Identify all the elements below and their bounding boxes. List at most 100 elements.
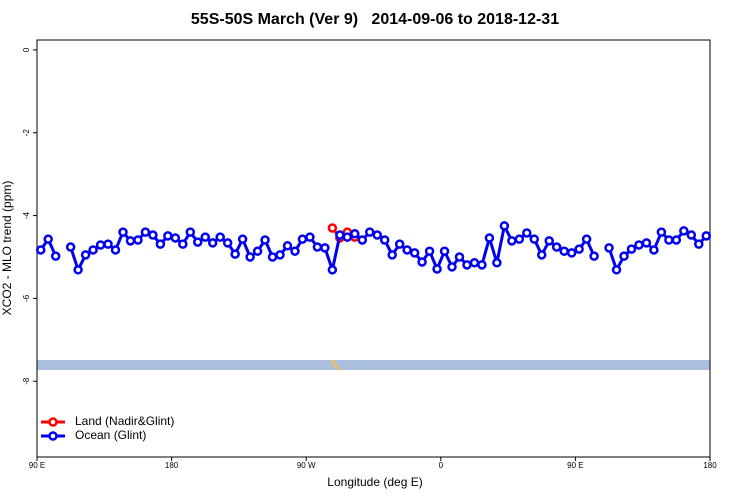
legend-label: Ocean (Glint)	[75, 428, 146, 442]
data-point	[454, 252, 465, 262]
data-point	[566, 248, 577, 258]
legend-marker	[48, 417, 58, 427]
data-point	[477, 260, 487, 270]
data-point	[342, 232, 353, 242]
chart-title: 55S-50S March (Ver 9) 2014-09-06 to 2018…	[191, 11, 559, 28]
data-point	[469, 258, 480, 268]
data-point	[252, 246, 263, 256]
data-point	[43, 234, 53, 244]
legend-label: Land (Nadir&Glint)	[75, 414, 174, 428]
data-point	[514, 234, 525, 244]
x-axis-label: Longitude (deg E)	[327, 475, 422, 489]
data-point	[35, 245, 46, 255]
data-point	[163, 231, 173, 241]
x-tick-label: 180	[165, 461, 179, 470]
data-point	[447, 262, 457, 272]
data-point	[581, 234, 592, 244]
data-point	[574, 244, 584, 254]
data-point	[320, 243, 330, 253]
data-point	[417, 257, 427, 267]
data-point	[290, 246, 300, 256]
data-point	[185, 227, 196, 237]
data-point	[611, 265, 622, 275]
data-point	[155, 239, 166, 249]
data-point	[103, 239, 113, 249]
data-point	[462, 260, 472, 270]
data-point	[604, 243, 614, 253]
data-point	[65, 242, 76, 252]
data-point	[551, 242, 562, 252]
data-point	[484, 233, 495, 243]
data-point	[275, 250, 285, 260]
surface-band	[37, 360, 710, 370]
data-point	[193, 237, 203, 247]
x-tick-label: 0	[439, 461, 444, 470]
data-point	[312, 242, 323, 252]
data-point	[305, 232, 315, 242]
data-point	[73, 265, 83, 275]
data-point	[664, 235, 674, 245]
data-point	[432, 264, 442, 274]
data-point	[626, 244, 637, 254]
data-point	[656, 227, 667, 237]
data-point	[350, 229, 360, 239]
data-point	[335, 230, 345, 240]
data-point	[237, 234, 248, 244]
data-point	[357, 235, 368, 245]
data-point	[522, 228, 532, 238]
data-point	[50, 251, 61, 261]
data-point	[507, 236, 517, 246]
x-tick-label: 90 W	[297, 461, 316, 470]
data-point	[140, 227, 151, 237]
data-point	[589, 251, 599, 261]
data-point	[88, 245, 98, 255]
data-point	[125, 236, 136, 246]
data-point	[529, 234, 540, 244]
data-point	[222, 238, 233, 248]
data-point	[282, 241, 293, 251]
y-tick-label: -6	[22, 294, 31, 302]
data-point	[118, 227, 128, 237]
data-point	[245, 252, 255, 262]
surface-dot	[331, 360, 335, 364]
data-point	[365, 227, 375, 237]
data-point	[387, 250, 397, 260]
data-point	[537, 250, 547, 260]
data-point	[230, 249, 240, 259]
data-point	[267, 252, 278, 262]
data-point	[207, 238, 218, 248]
data-point	[133, 235, 143, 245]
data-point	[424, 246, 435, 256]
data-point	[559, 246, 569, 256]
data-point	[544, 236, 554, 246]
data-point	[402, 245, 412, 255]
data-point	[492, 258, 502, 268]
x-tick-label: 90 E	[567, 461, 583, 470]
data-point	[619, 251, 629, 261]
surface-dot	[334, 364, 338, 368]
data-point	[372, 230, 382, 240]
y-tick-label: -2	[22, 129, 31, 137]
data-point	[679, 226, 689, 236]
data-point	[200, 232, 210, 242]
data-point	[641, 238, 652, 248]
data-point	[649, 245, 659, 255]
y-tick-label: 0	[22, 47, 31, 52]
x-tick-label: 180	[703, 461, 717, 470]
data-point	[327, 223, 338, 233]
y-tick-label: -4	[22, 211, 31, 219]
data-point	[95, 240, 106, 250]
data-point	[409, 248, 420, 258]
data-point	[170, 233, 181, 243]
data-point	[439, 246, 450, 256]
x-tick-label: 90 E	[29, 461, 45, 470]
data-point	[260, 235, 270, 245]
data-point	[297, 234, 308, 244]
data-point	[327, 265, 338, 275]
data-point	[634, 240, 644, 250]
y-tick-label: -8	[22, 377, 31, 385]
data-point	[379, 235, 390, 245]
data-point	[499, 221, 510, 231]
